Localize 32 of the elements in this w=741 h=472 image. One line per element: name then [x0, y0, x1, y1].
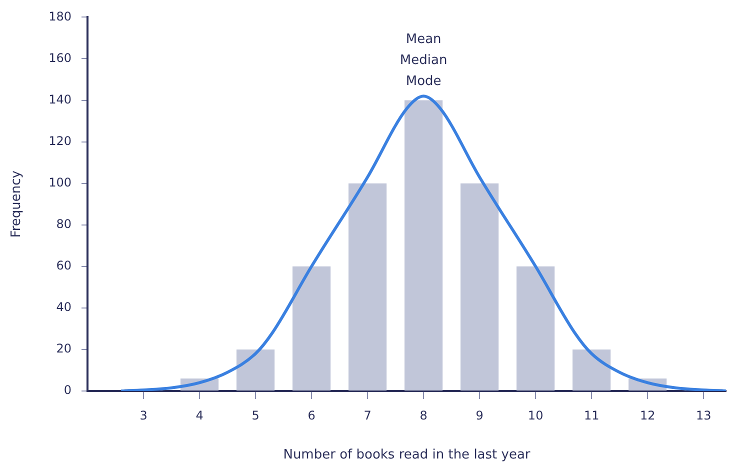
x-axis-title: Number of books read in the last year [283, 448, 531, 463]
annotation: Mean Median Mode [400, 32, 448, 89]
y-tick-label: 60 [56, 258, 72, 273]
y-tick-label: 120 [48, 134, 72, 148]
x-tick-label: 10 [528, 408, 544, 422]
bar [292, 266, 331, 390]
bar [348, 183, 387, 390]
x-tick-label: 5 [252, 408, 260, 422]
x-tick-label: 6 [308, 408, 316, 422]
y-tick-label: 20 [56, 342, 72, 356]
x-tick-label: 11 [584, 408, 600, 422]
x-tick-label: 4 [196, 408, 204, 422]
y-tick-label: 40 [56, 300, 72, 314]
y-tick-label: 180 [48, 9, 72, 24]
x-tick-label: 8 [420, 408, 428, 422]
x-tick-label: 13 [696, 408, 712, 422]
x-tick-label: 3 [140, 408, 148, 422]
x-tick-label: 12 [640, 408, 656, 422]
bar [404, 100, 443, 390]
bar [572, 349, 611, 390]
y-tick-label: 80 [56, 216, 72, 231]
bar [516, 266, 555, 390]
y-tick-label: 140 [48, 92, 72, 106]
y-axis-title: Frequency [9, 170, 24, 238]
line-series [120, 94, 726, 391]
bar [460, 183, 499, 390]
x-tick-label: 9 [476, 408, 484, 422]
bar [236, 349, 275, 390]
y-tick-label: 160 [48, 50, 72, 65]
x-tick-label: 7 [364, 408, 372, 422]
y-tick-label: 0 [64, 383, 72, 398]
y-tick-label: 100 [48, 175, 72, 190]
